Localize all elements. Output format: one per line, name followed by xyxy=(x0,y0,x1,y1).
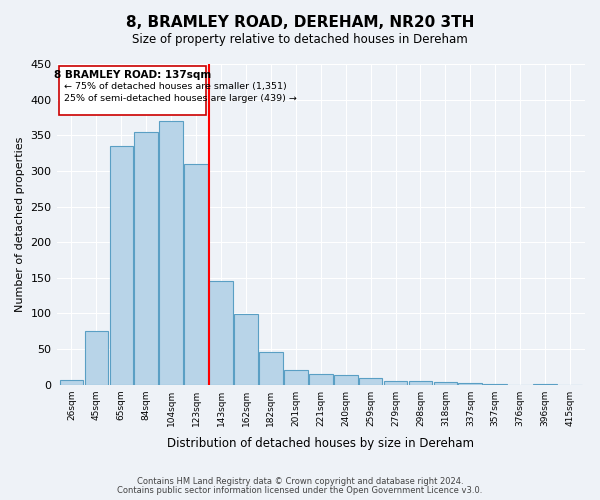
Text: Contains public sector information licensed under the Open Government Licence v3: Contains public sector information licen… xyxy=(118,486,482,495)
Bar xyxy=(434,382,457,384)
Bar xyxy=(59,380,83,384)
Text: 8, BRAMLEY ROAD, DEREHAM, NR20 3TH: 8, BRAMLEY ROAD, DEREHAM, NR20 3TH xyxy=(126,15,474,30)
Text: ← 75% of detached houses are smaller (1,351): ← 75% of detached houses are smaller (1,… xyxy=(64,82,287,92)
Bar xyxy=(160,121,183,384)
Bar xyxy=(384,381,407,384)
Bar xyxy=(458,383,482,384)
Text: Contains HM Land Registry data © Crown copyright and database right 2024.: Contains HM Land Registry data © Crown c… xyxy=(137,477,463,486)
Bar xyxy=(234,314,258,384)
Bar xyxy=(259,352,283,384)
Bar xyxy=(409,381,433,384)
Bar xyxy=(85,331,108,384)
Bar xyxy=(209,282,233,385)
Bar xyxy=(110,146,133,384)
X-axis label: Distribution of detached houses by size in Dereham: Distribution of detached houses by size … xyxy=(167,437,474,450)
Text: 25% of semi-detached houses are larger (439) →: 25% of semi-detached houses are larger (… xyxy=(64,94,297,102)
Bar xyxy=(309,374,332,384)
FancyBboxPatch shape xyxy=(59,66,206,116)
Bar xyxy=(134,132,158,384)
Text: 8 BRAMLEY ROAD: 137sqm: 8 BRAMLEY ROAD: 137sqm xyxy=(54,70,211,81)
Bar xyxy=(359,378,382,384)
Bar xyxy=(334,376,358,384)
Text: Size of property relative to detached houses in Dereham: Size of property relative to detached ho… xyxy=(132,32,468,46)
Bar xyxy=(184,164,208,384)
Bar xyxy=(284,370,308,384)
Y-axis label: Number of detached properties: Number of detached properties xyxy=(15,136,25,312)
